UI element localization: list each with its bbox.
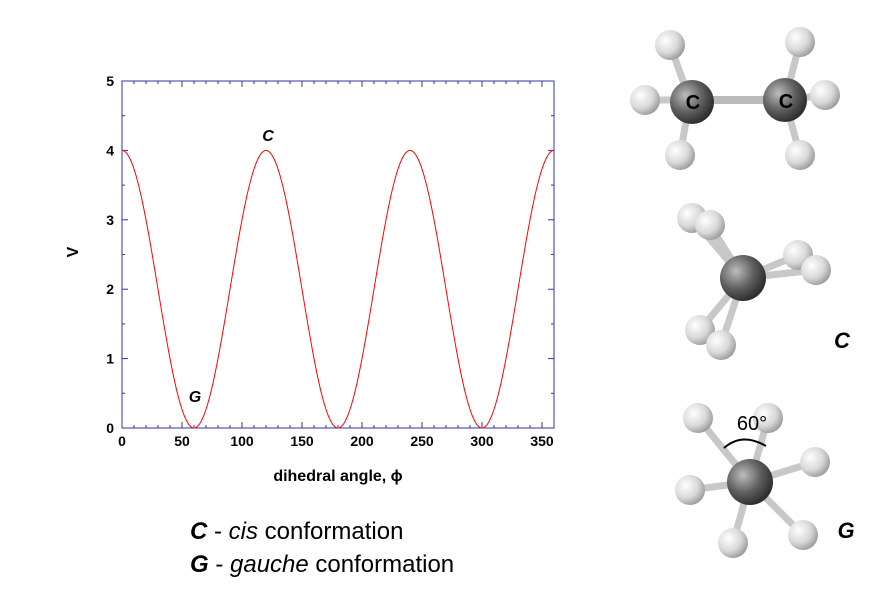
plot-frame [121,80,555,429]
x-tick-label: 100 [230,433,254,449]
y-tick-label: 4 [106,142,114,158]
cis-label: C [834,328,851,353]
x-tick-label: 150 [290,433,314,449]
legend-gauche-letter: G [190,551,209,578]
cis-conformation-view: C [677,203,851,360]
legend-gauche-sep: - [208,551,230,578]
potential-energy-chart: 0 50 100 150 200 250 300 350 0 1 2 3 4 5 C G dihedral… [65,73,555,485]
gauche-conformation-view: 60° G [675,403,855,558]
carbon-label-left: C [686,92,700,114]
hydrogen-atom [655,30,685,60]
hydrogen-atom [630,85,660,115]
x-tick-label: 0 [118,433,126,449]
legend-cis-rest: conformation [258,518,404,545]
x-tick-label: 350 [530,433,554,449]
x-tick-label: 50 [174,433,190,449]
hydrogen-atom [685,315,715,345]
legend-cis: C - cis conformation [190,518,403,546]
legend-gauche-word: gauche [230,551,309,578]
y-axis-label: V [65,246,82,257]
carbon-atom [720,255,766,301]
hydrogen-atom [785,140,815,170]
y-tick-label: 3 [106,212,114,228]
y-tick-label: 0 [106,420,114,436]
carbon-atom [670,80,714,124]
x-tick-label: 300 [470,433,494,449]
angle-label: 60° [737,413,767,435]
hydrogen-atom [675,475,705,505]
hydrogen-atom [800,447,830,477]
hydrogen-atom [810,80,840,110]
hydrogen-atom [706,330,736,360]
axis-ticks [121,80,554,429]
legend-gauche-rest: conformation [308,551,455,578]
hydrogen-atom [785,27,815,57]
hydrogen-atom [718,528,748,558]
annotation-c: C [262,128,274,145]
hydrogen-atom [665,140,695,170]
tick-labels: 0 50 100 150 200 250 300 350 0 1 2 3 4 5 [106,73,554,449]
hydrogen-atom [801,255,831,285]
annotation-g: G [189,389,201,406]
legend-cis-word: cis [228,518,259,545]
legend-cis-letter: C [190,518,208,545]
series-line [121,149,555,429]
x-tick-label: 250 [410,433,434,449]
y-tick-label: 5 [106,73,114,89]
ethane-side-view: C C [630,27,840,170]
molecule-illustrations: C C C 60° G [630,27,855,558]
angle-arc [723,438,767,449]
y-tick-label: 1 [106,351,114,367]
hydrogen-atom [753,403,783,433]
legend-gauche: G - gauche conformation [190,551,454,579]
y-tick-label: 2 [106,281,114,297]
x-tick-label: 200 [350,433,374,449]
hydrogen-atom [695,210,725,240]
legend-cis-sep: - [207,518,229,545]
gauche-label: G [837,518,854,543]
x-axis-label: dihedral angle, ϕ [273,468,402,485]
hydrogen-atom [683,403,713,433]
carbon-atom [763,78,807,122]
carbon-label-right: C [779,91,793,113]
hydrogen-atom [788,520,818,550]
carbon-atom [727,459,773,505]
